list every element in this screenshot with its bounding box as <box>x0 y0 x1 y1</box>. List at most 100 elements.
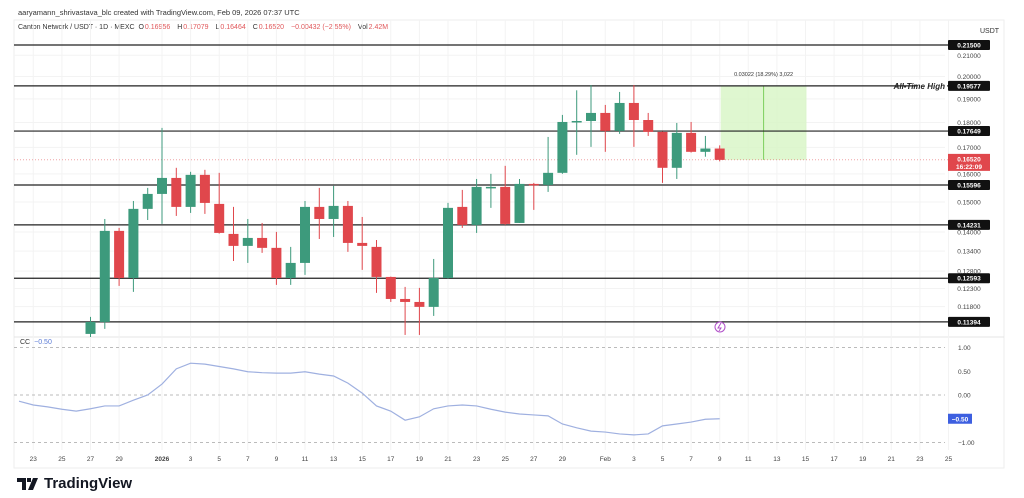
time-axis-tick: 15 <box>359 456 367 463</box>
candle-body <box>714 148 725 160</box>
level-price-label: 0.21500 <box>957 43 981 50</box>
time-axis-tick: 23 <box>473 456 481 463</box>
candle-body <box>600 112 611 131</box>
candle-body <box>157 177 167 194</box>
candle-body <box>414 301 425 307</box>
bar-countdown-label: 16:22:09 <box>956 164 982 171</box>
cc-value: −0.50 <box>34 339 52 346</box>
candle-body <box>586 112 596 121</box>
high-value: 0.17079 <box>183 24 209 31</box>
candle-body <box>571 120 582 123</box>
candle-body <box>557 121 568 173</box>
cc-axis-tick: −1.00 <box>958 440 975 447</box>
candle-body <box>671 132 682 168</box>
level-price-badge <box>948 80 990 91</box>
current-price-label: 0.16520 <box>957 156 981 163</box>
candle-body <box>214 203 225 233</box>
candle-body <box>614 102 625 131</box>
time-axis-tick: 15 <box>802 456 810 463</box>
time-axis-tick: 29 <box>559 456 567 463</box>
price-axis-tick: 0.12300 <box>957 286 981 293</box>
cc-name: CC <box>20 339 31 346</box>
price-axis-tick: 0.11800 <box>957 304 980 311</box>
ohlc-legend: Canton Network / USDT · 1D · MEXC O0.169… <box>18 24 389 31</box>
time-axis-tick: 11 <box>745 456 752 463</box>
price-axis-tick: 0.16000 <box>957 171 981 178</box>
time-axis-tick: 21 <box>888 456 896 463</box>
symbol-label[interactable]: Canton Network / USDT · 1D · MEXC <box>18 24 135 31</box>
low-value: 0.16464 <box>220 24 246 31</box>
candle-body <box>314 206 325 219</box>
annotation-bg <box>917 79 947 91</box>
tradingview-logo: TradingView <box>17 475 132 492</box>
price-axis-tick: 0.21000 <box>957 53 981 60</box>
candle-body <box>142 193 153 209</box>
candle-body <box>471 186 482 225</box>
close-value: 0.16520 <box>258 24 285 31</box>
candle-body <box>328 205 339 219</box>
time-axis-tick: 17 <box>830 456 838 463</box>
time-axis-tick: 23 <box>916 456 924 463</box>
price-axis-tick: 0.12800 <box>957 269 981 276</box>
level-price-badge <box>948 273 990 284</box>
time-axis-tick: 3 <box>632 456 636 463</box>
level-price-label: 0.12593 <box>957 276 981 283</box>
tradingview-logo-icon <box>17 477 38 490</box>
candle-body <box>400 298 411 302</box>
candle-body <box>686 132 697 152</box>
time-axis-tick: 19 <box>859 456 867 463</box>
time-axis-tick: 7 <box>689 456 693 463</box>
time-axis-tick: 2026 <box>155 456 170 463</box>
level-price-label: 0.19577 <box>957 83 981 90</box>
time-axis-tick: 23 <box>30 456 38 463</box>
candle-body <box>700 148 711 152</box>
candle-body <box>99 230 110 322</box>
time-axis-tick: 13 <box>330 456 338 463</box>
candle-body <box>342 205 353 243</box>
time-axis-tick: 25 <box>58 456 66 463</box>
lightning-event-icon <box>714 321 726 333</box>
time-axis-tick: 27 <box>530 456 538 463</box>
attribution-text: aaryamann_shrivastava_blc created with T… <box>18 8 300 17</box>
all-time-high-label: All-Time High <box>893 82 946 91</box>
time-axis-tick: 5 <box>217 456 221 463</box>
level-price-label: 0.15596 <box>957 182 981 189</box>
level-price-badge <box>948 126 990 137</box>
candle-body <box>528 183 539 186</box>
time-axis-tick: 7 <box>246 456 250 463</box>
price-axis-tick: 0.18000 <box>957 120 981 127</box>
time-axis-tick: 5 <box>661 456 665 463</box>
candle-body <box>185 174 196 207</box>
candle-body <box>114 230 125 278</box>
candle-body <box>514 183 525 223</box>
level-price-label: 0.14231 <box>957 222 981 229</box>
cc-indicator-label[interactable]: CC −0.50 <box>20 339 52 346</box>
candle-body <box>657 131 668 168</box>
chart-frame <box>13 19 1005 469</box>
time-axis-tick: 11 <box>302 456 309 463</box>
candle-body <box>228 233 239 246</box>
candle-body <box>543 172 554 185</box>
price-axis-tick: 0.17000 <box>957 145 981 152</box>
time-axis-tick: 13 <box>773 456 781 463</box>
candle-body <box>171 177 182 207</box>
candle-body <box>643 120 654 132</box>
time-axis-tick: 29 <box>115 456 123 463</box>
time-axis-tick: Feb <box>600 456 612 463</box>
cc-axis-tick: 1.00 <box>958 345 971 352</box>
lightning-bolt-icon <box>717 322 722 332</box>
time-axis-tick: 25 <box>945 456 953 463</box>
candle-body <box>500 186 511 224</box>
change-value: −0.00432 (−2.55%) <box>291 24 351 31</box>
brand-name: TradingView <box>44 475 133 492</box>
candle-body <box>385 276 396 299</box>
open-value: 0.16956 <box>144 24 171 31</box>
candle-body <box>443 207 453 278</box>
level-price-label: 0.17649 <box>957 129 981 136</box>
time-axis-tick: 3 <box>189 456 193 463</box>
price-axis-tick: 0.13400 <box>957 249 981 256</box>
price-axis-tick: 0.20000 <box>957 74 981 81</box>
level-price-badge <box>948 219 990 230</box>
